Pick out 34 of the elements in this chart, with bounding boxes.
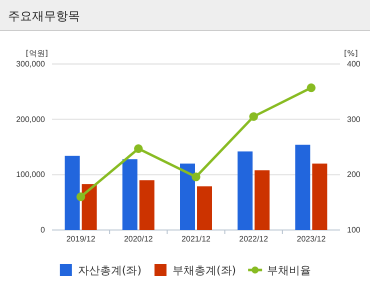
bar <box>295 144 310 230</box>
y2-tick-label: 200 <box>347 170 361 180</box>
point <box>249 112 258 121</box>
y2-tick-label: 400 <box>347 60 361 69</box>
bar <box>312 164 328 230</box>
x-tick-label: 2021/12 <box>182 234 212 244</box>
y-tick-label: 100,000 <box>16 170 46 180</box>
y-tick-label: 0 <box>40 226 46 235</box>
legend-label: 부채비율 <box>267 264 312 277</box>
y2-axis-title: [%] <box>344 49 358 58</box>
bar <box>64 156 80 230</box>
bar <box>122 159 138 230</box>
legend-label: 부채총계(좌) <box>172 264 236 277</box>
bar <box>139 180 154 230</box>
chart-title: 주요재무항목 <box>8 9 80 23</box>
bar <box>180 164 195 230</box>
point <box>192 172 200 182</box>
y2-tick-label: 100 <box>347 226 361 235</box>
x-tick-label: 2023/12 <box>296 234 326 244</box>
y-axis-title: [억원] <box>26 49 48 58</box>
bar <box>238 151 253 230</box>
point <box>306 83 316 92</box>
y2-tick-label: 300 <box>347 114 361 124</box>
bar <box>197 186 212 230</box>
x-tick-label: 2019/12 <box>66 234 96 244</box>
point <box>76 192 86 202</box>
y-tick-label: 300,000 <box>16 60 46 69</box>
legend-label: 자산총계(좌) <box>78 264 142 277</box>
x-tick-label: 2022/12 <box>239 234 269 244</box>
bar <box>254 170 270 230</box>
y-tick-label: 200,000 <box>16 114 46 124</box>
bar <box>82 184 97 230</box>
point <box>134 144 143 154</box>
x-tick-label: 2020/12 <box>124 234 154 244</box>
